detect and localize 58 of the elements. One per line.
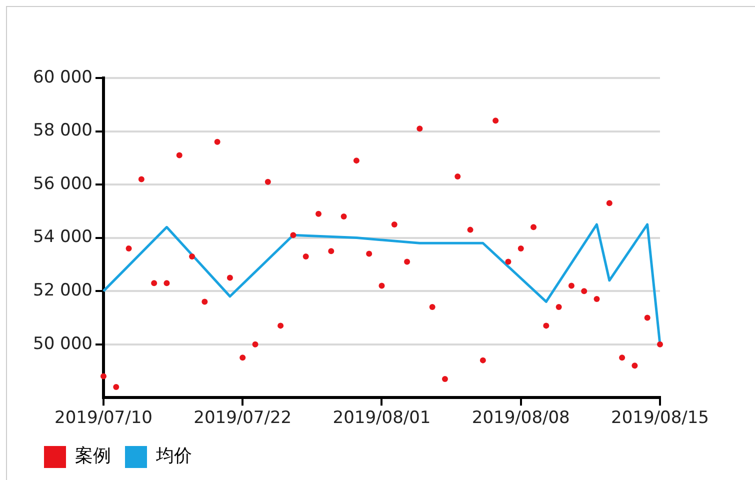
point bbox=[480, 357, 486, 364]
point bbox=[606, 200, 612, 206]
point bbox=[138, 176, 144, 182]
point bbox=[264, 178, 271, 185]
point bbox=[100, 373, 106, 380]
point bbox=[657, 341, 663, 348]
point bbox=[164, 280, 170, 286]
point bbox=[543, 322, 550, 329]
point bbox=[126, 245, 132, 252]
x-tick-label: 2019/07/10 bbox=[54, 408, 152, 428]
point bbox=[391, 221, 398, 228]
y-tick-label: 54 000 bbox=[33, 227, 92, 248]
legend-label: 均价 bbox=[155, 446, 192, 467]
legend-label: 案例 bbox=[75, 446, 111, 467]
point bbox=[302, 253, 309, 260]
point bbox=[442, 376, 448, 382]
point bbox=[151, 280, 158, 286]
point bbox=[594, 296, 600, 302]
point bbox=[366, 250, 372, 257]
y-tick-label: 58 000 bbox=[33, 120, 92, 141]
point bbox=[416, 126, 423, 132]
point bbox=[353, 158, 360, 164]
point bbox=[252, 341, 258, 348]
point bbox=[189, 253, 196, 260]
point bbox=[644, 314, 650, 321]
point bbox=[176, 152, 182, 158]
point bbox=[467, 226, 474, 233]
point bbox=[556, 304, 562, 310]
x-tick-label: 2019/08/08 bbox=[472, 408, 570, 428]
point bbox=[113, 384, 120, 390]
point bbox=[429, 304, 436, 310]
point bbox=[340, 213, 347, 220]
x-tick-label: 2019/08/01 bbox=[332, 408, 431, 428]
y-tick-label: 56 000 bbox=[33, 174, 92, 194]
point bbox=[202, 298, 208, 305]
point bbox=[518, 245, 524, 252]
point bbox=[619, 354, 626, 361]
point bbox=[240, 354, 246, 361]
point bbox=[505, 258, 512, 265]
point bbox=[378, 282, 385, 289]
point bbox=[214, 138, 220, 145]
point bbox=[290, 232, 296, 238]
point bbox=[632, 362, 638, 369]
point bbox=[278, 322, 284, 329]
point bbox=[226, 274, 233, 281]
x-tick-label: 2019/07/22 bbox=[194, 408, 292, 428]
point bbox=[492, 118, 499, 124]
point bbox=[316, 210, 322, 217]
y-tick-label: 50 000 bbox=[33, 334, 92, 354]
point bbox=[454, 174, 461, 180]
y-tick-label: 52 000 bbox=[33, 280, 92, 300]
y-tick-label: 60 000 bbox=[33, 67, 92, 88]
point bbox=[530, 224, 537, 230]
point bbox=[328, 248, 334, 254]
point bbox=[568, 282, 574, 289]
point bbox=[581, 288, 588, 294]
x-tick-label: 2019/08/15 bbox=[611, 408, 709, 428]
point bbox=[404, 258, 410, 265]
